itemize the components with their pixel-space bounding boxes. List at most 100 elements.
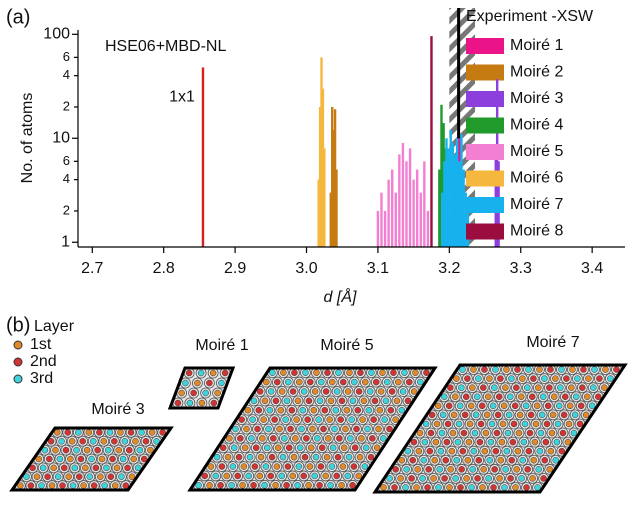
- atom: [121, 438, 129, 445]
- atom: [58, 438, 65, 445]
- atom: [250, 482, 257, 489]
- atom: [471, 391, 483, 403]
- y-tick-label: 10: [52, 129, 70, 146]
- atom: [512, 484, 519, 491]
- x-tick-label: 2.8: [153, 260, 175, 277]
- atom: [450, 411, 458, 419]
- atom: [517, 454, 529, 466]
- atom: [107, 453, 118, 465]
- atom: [278, 472, 285, 480]
- atom: [283, 482, 290, 489]
- atom: [214, 389, 221, 397]
- atom: [315, 416, 322, 423]
- atom: [458, 427, 470, 439]
- atom: [232, 425, 239, 433]
- atom: [360, 397, 368, 405]
- atom: [140, 455, 148, 463]
- atom: [255, 451, 267, 463]
- atom: [457, 445, 469, 457]
- atom: [322, 388, 330, 395]
- legend-label: Moiré 8: [510, 223, 563, 240]
- atom: [435, 445, 447, 457]
- atom: [355, 472, 362, 480]
- x-tick-label: 3.3: [510, 260, 532, 277]
- atom: [101, 462, 112, 474]
- atom: [525, 409, 537, 421]
- atom: [470, 366, 477, 373]
- atom: [259, 435, 266, 442]
- atom: [442, 457, 449, 464]
- atom: [559, 391, 571, 403]
- atom: [386, 425, 393, 433]
- legend-swatch: [466, 38, 504, 54]
- atom: [478, 463, 490, 475]
- atom: [84, 471, 96, 483]
- atom: [353, 386, 365, 397]
- atom: [348, 416, 355, 423]
- atom: [459, 366, 466, 373]
- atom: [226, 435, 233, 442]
- atom: [375, 386, 387, 397]
- layer-marker: [13, 357, 23, 367]
- atom: [374, 404, 386, 416]
- atom: [128, 453, 140, 465]
- atom: [313, 369, 320, 376]
- atom: [486, 457, 493, 464]
- atom: [318, 378, 325, 386]
- atom: [299, 406, 307, 414]
- atom: [256, 432, 268, 444]
- atom: [237, 435, 244, 442]
- atom: [371, 397, 379, 405]
- atom: [518, 393, 525, 400]
- atom: [369, 435, 376, 442]
- atom: [488, 382, 500, 394]
- atom: [527, 411, 535, 419]
- atom: [77, 455, 85, 463]
- atom: [511, 402, 519, 410]
- atom: [250, 397, 258, 405]
- atom: [274, 423, 285, 435]
- atom: [342, 470, 354, 482]
- atom: [119, 435, 131, 447]
- atom: [540, 436, 552, 448]
- atom: [278, 388, 286, 395]
- atom: [552, 375, 559, 382]
- bar: [317, 179, 320, 247]
- atom: [261, 442, 273, 454]
- atom: [449, 429, 457, 437]
- atom: [234, 432, 246, 444]
- atom: [542, 438, 550, 446]
- atom: [367, 453, 375, 461]
- atom: [351, 423, 362, 435]
- atom: [540, 475, 547, 482]
- atom: [564, 438, 572, 446]
- atom: [587, 382, 599, 394]
- atom: [122, 462, 133, 474]
- atom: [477, 420, 485, 428]
- atom: [86, 473, 94, 480]
- atom: [531, 438, 539, 446]
- atom: [555, 402, 563, 410]
- atom: [316, 442, 328, 454]
- atom: [310, 451, 322, 463]
- atom: [318, 423, 329, 435]
- atom: [480, 384, 487, 391]
- atom: [435, 484, 442, 491]
- atom: [571, 411, 579, 419]
- atom: [413, 445, 425, 457]
- layer-legend-title: Layer: [34, 318, 75, 335]
- atom: [548, 391, 560, 403]
- atom: [62, 446, 70, 454]
- panel-label: (a): [6, 6, 30, 28]
- atom: [525, 447, 533, 455]
- atom: [569, 366, 576, 373]
- atom: [229, 463, 237, 470]
- atom: [331, 470, 343, 482]
- atom: [536, 409, 548, 421]
- atom: [289, 472, 296, 480]
- atom: [364, 386, 376, 397]
- atom: [481, 447, 489, 455]
- atom: [511, 463, 523, 475]
- atom: [27, 482, 35, 489]
- atom: [42, 471, 53, 483]
